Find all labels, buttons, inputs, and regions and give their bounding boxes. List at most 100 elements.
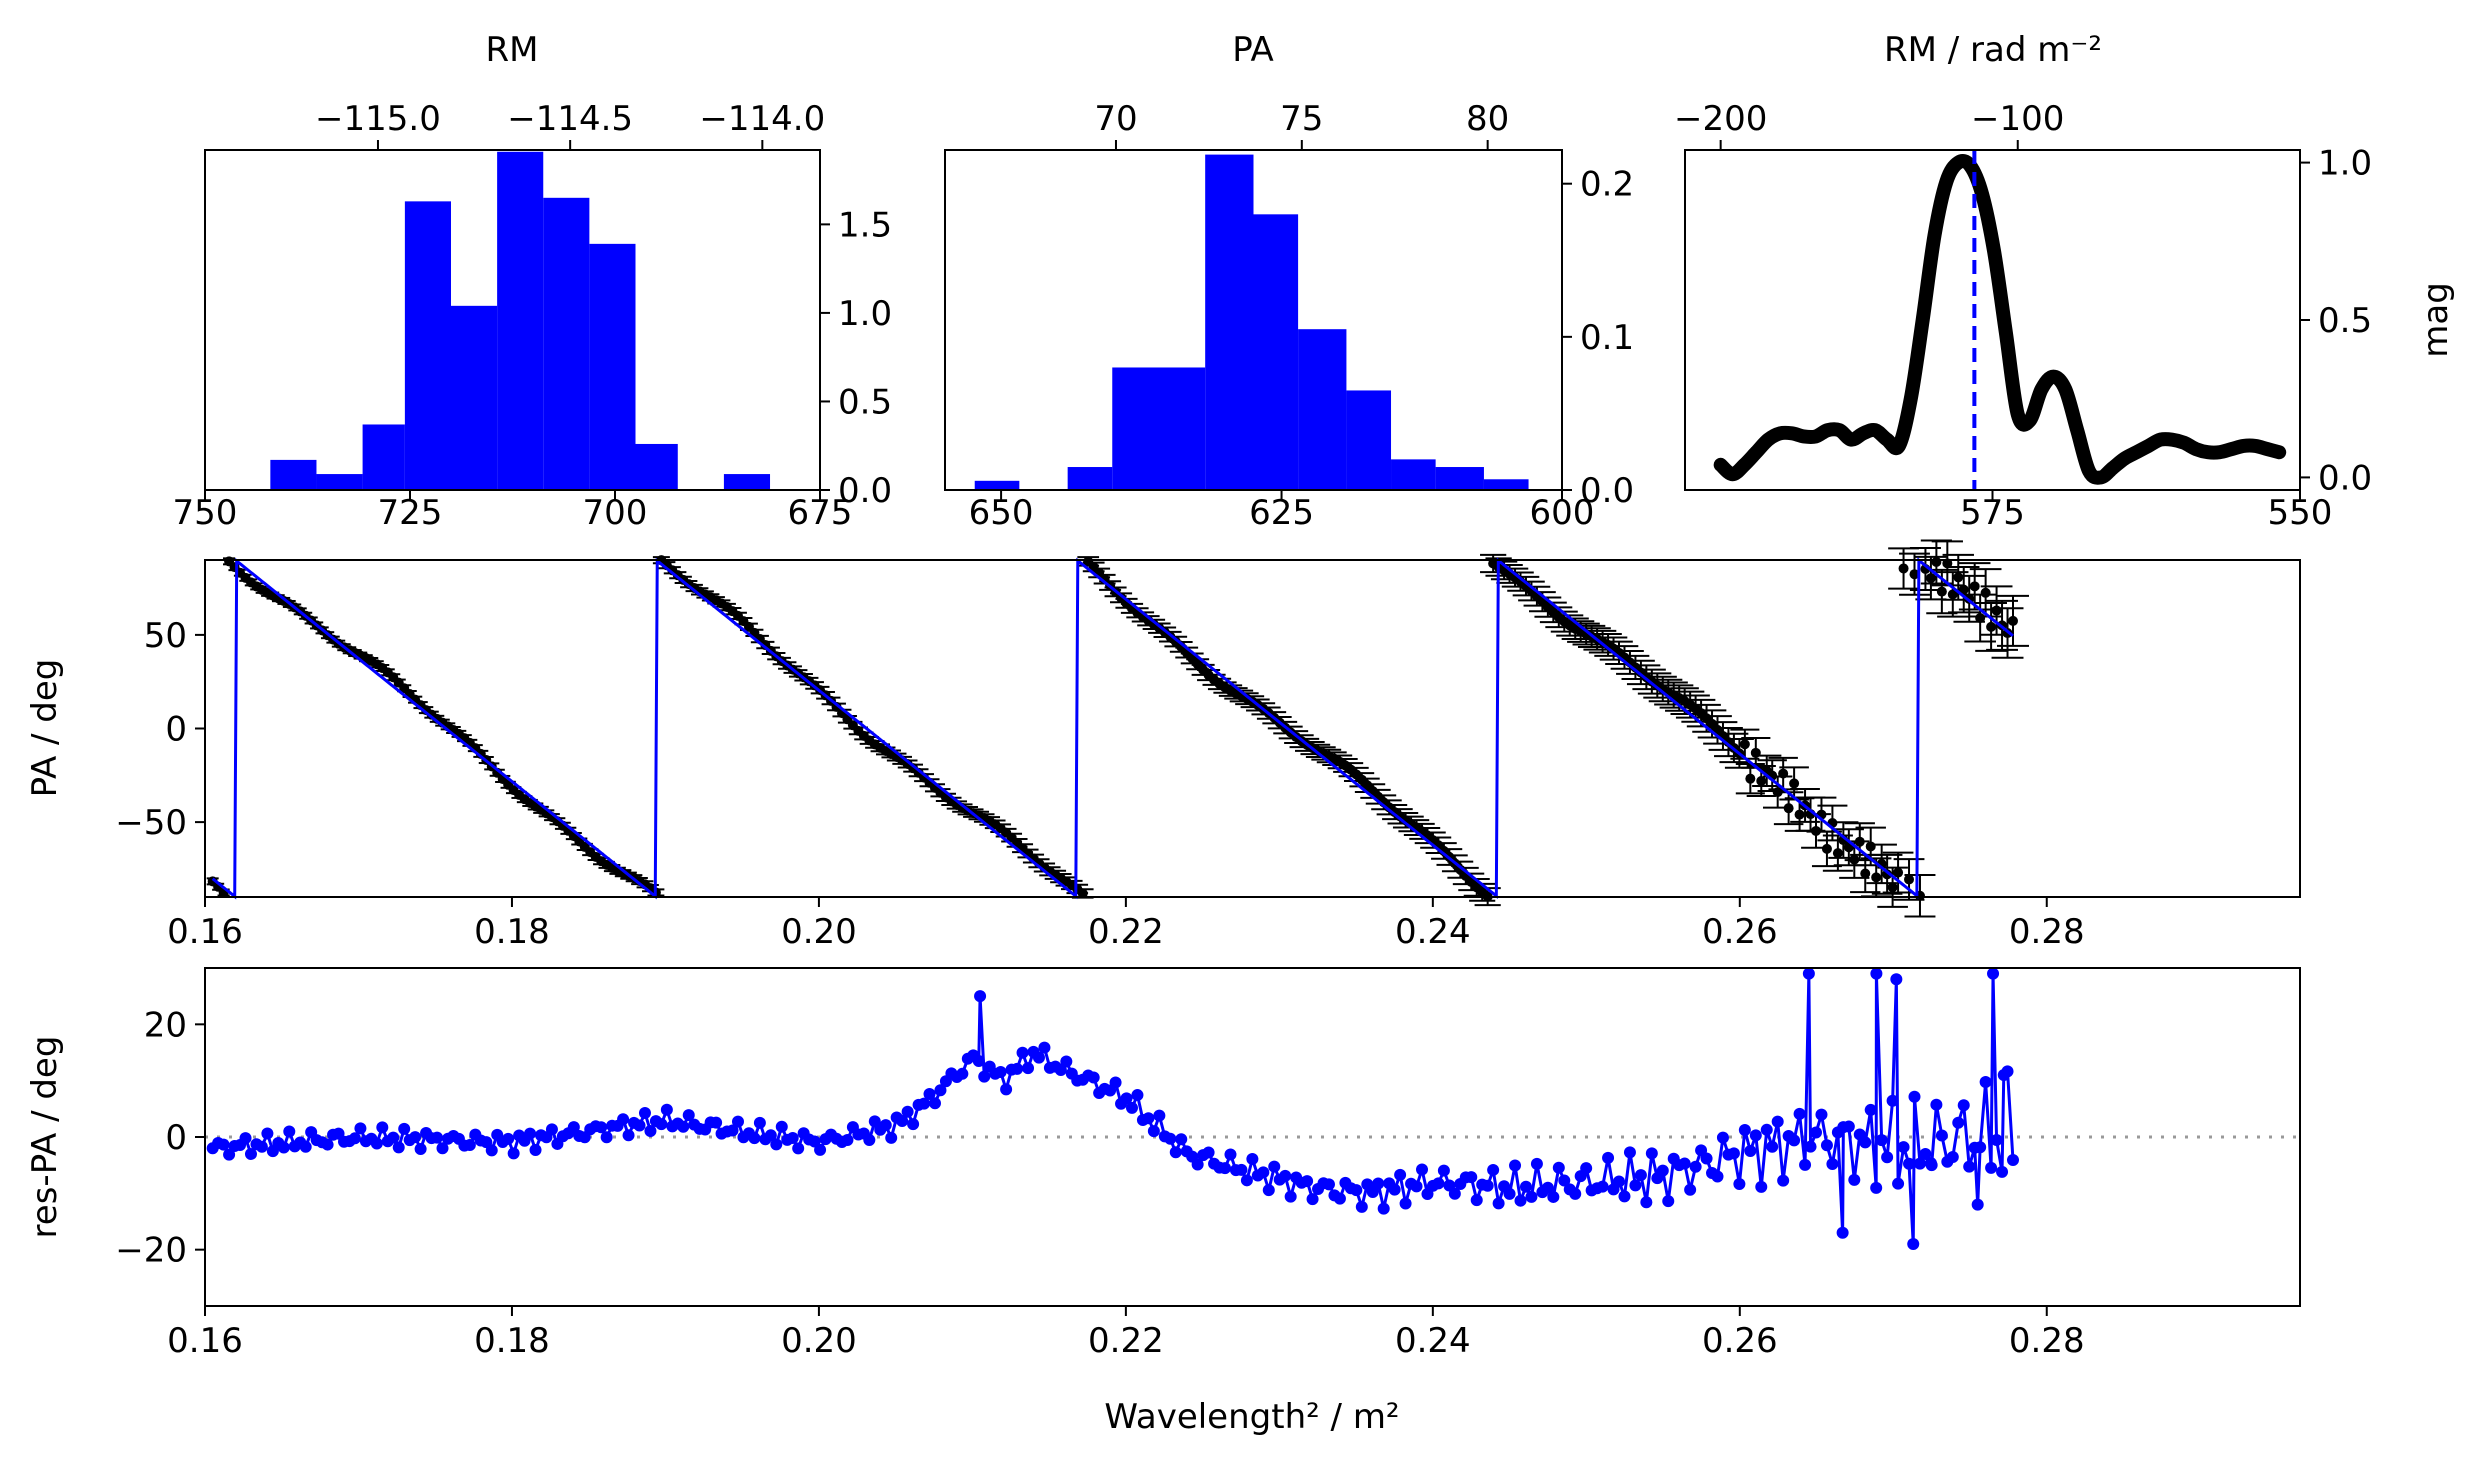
residual-point: [1355, 1200, 1368, 1213]
residual-point: [1859, 1136, 1872, 1149]
residual-point: [1257, 1166, 1270, 1179]
rm-hist-right-tick-label-3: 1.5: [838, 205, 892, 245]
pa-data-point: [1991, 605, 2002, 616]
rm-hist-right-tick-label-0: 0.0: [838, 471, 892, 511]
residual-point: [1350, 1184, 1363, 1197]
pa-y-tick-label-0: −50: [115, 803, 187, 843]
rm-spectrum-bottom-tick-label-0: 575: [1960, 493, 2025, 533]
residual-point: [1377, 1202, 1390, 1215]
pa-y-tick-label-2: 50: [144, 616, 187, 656]
pa-panel-ticks: 0.16 0.18 0.20 0.22 0.24 0.26 0.28 −50 0 50: [115, 616, 2084, 952]
residual-point: [1011, 1062, 1024, 1075]
residual-point: [1087, 1071, 1100, 1084]
residual-point: [1996, 1165, 2009, 1178]
residual-point: [1142, 1112, 1155, 1125]
residual-x-tick-label-2: 0.20: [781, 1321, 857, 1361]
residual-point: [710, 1116, 723, 1129]
residual-point: [1416, 1163, 1429, 1176]
rm-spectrum-top-tick-label-1: −100: [1971, 99, 2064, 139]
residual-panel-frame: [204, 967, 2301, 1307]
residual-point: [283, 1125, 296, 1138]
pa-hist-bar-8: [1391, 459, 1436, 490]
residual-x-tick-label-3: 0.22: [1088, 1321, 1164, 1361]
residual-point: [994, 1066, 1007, 1079]
residual-point: [1700, 1152, 1713, 1165]
residual-point: [239, 1132, 252, 1145]
residual-point: [1907, 1238, 1920, 1251]
pa-hist-bar-9: [1435, 467, 1484, 490]
residual-point: [1487, 1163, 1500, 1176]
residual-point: [1432, 1177, 1445, 1190]
pa-data-point: [2007, 615, 2018, 626]
rm-hist-bar-8: [635, 443, 678, 490]
rm-histogram-frame: [204, 149, 821, 491]
residual-x-tick-label-5: 0.26: [1702, 1321, 1778, 1361]
residual-point: [1799, 1158, 1812, 1171]
rm-spectrum-right-tick-label-2: 1.0: [2318, 144, 2372, 184]
rm-hist-bottom-tick-label-2: 700: [583, 493, 648, 533]
rm-spectrum-top-axis-label: RM / rad m⁻²: [1884, 30, 2102, 70]
residual-point: [1399, 1197, 1412, 1210]
residual-point: [1634, 1169, 1647, 1182]
residual-point: [1771, 1115, 1784, 1128]
residual-point: [622, 1129, 635, 1142]
pa-data-point: [1783, 803, 1794, 814]
residual-point: [463, 1139, 476, 1152]
rm-spectrum-right-tick-label-1: 0.5: [2318, 301, 2372, 341]
rm-spectrum-bottom-tick-label-1: 550: [2268, 493, 2333, 533]
residual-point: [1470, 1194, 1483, 1207]
residual-point: [1372, 1177, 1385, 1190]
residual-point: [1279, 1169, 1292, 1182]
residual-point: [1569, 1187, 1582, 1200]
pa-histogram-bars: [974, 154, 1529, 490]
rm-hist-bottom-tick-label-3: 675: [788, 493, 853, 533]
residual-point: [660, 1103, 673, 1116]
residual-point: [841, 1133, 854, 1146]
pa-data-point: [1832, 848, 1843, 859]
residual-point: [1465, 1171, 1478, 1184]
residual-point: [255, 1140, 268, 1153]
residual-point: [792, 1142, 805, 1155]
residual-point: [595, 1121, 608, 1134]
residual-x-tick-label-4: 0.24: [1395, 1321, 1471, 1361]
residual-point: [1908, 1090, 1921, 1103]
rm-hist-bar-4: [451, 305, 498, 490]
residual-point: [1656, 1164, 1669, 1177]
residual-y-tick-label-0: −20: [115, 1231, 187, 1271]
pa-data-point: [1794, 809, 1805, 820]
residual-point: [1541, 1181, 1554, 1194]
residual-point: [786, 1132, 799, 1145]
residual-point: [502, 1132, 515, 1145]
pa-histogram-top-axis-label: PA: [1232, 30, 1274, 70]
pa-data-point: [1953, 572, 1964, 583]
residual-point: [370, 1137, 383, 1150]
residual-point: [277, 1141, 290, 1154]
residual-point: [1890, 973, 1903, 986]
residual-point: [770, 1138, 783, 1151]
rm-hist-top-tick-label-0: −115.0: [315, 99, 441, 139]
rm-histogram-top-axis-label: RM: [486, 30, 539, 70]
residual-point: [1530, 1157, 1543, 1170]
residual-point: [1191, 1158, 1204, 1171]
pa-data-point: [1745, 773, 1756, 784]
pa-data-point: [1887, 882, 1898, 893]
rm-spectrum-frame: [1684, 149, 2301, 491]
residual-point: [928, 1097, 941, 1110]
residual-point: [1547, 1190, 1560, 1203]
pa-data-point: [1821, 843, 1832, 854]
pa-hist-right-tick-label-2: 0.2: [1580, 165, 1634, 205]
residual-point: [1645, 1147, 1658, 1160]
residual-marks: [206, 967, 2019, 1251]
residual-point: [1897, 1141, 1910, 1154]
rm-spectrum-top-tick-label-0: −200: [1674, 99, 1767, 139]
pa-data-point: [1898, 563, 1909, 574]
residual-point: [1618, 1190, 1631, 1203]
pa-y-tick-label-1: 0: [165, 710, 187, 750]
residual-point: [1164, 1132, 1177, 1145]
residual-point: [1509, 1159, 1522, 1172]
pa-hist-top-tick-label-0: 70: [1094, 99, 1137, 139]
rm-hist-bar-10: [723, 474, 771, 490]
